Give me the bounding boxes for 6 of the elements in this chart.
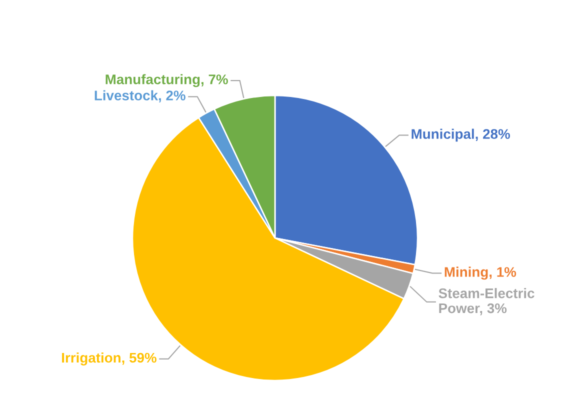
slice-label: Irrigation, 59%	[62, 352, 156, 366]
slice-label: Mining, 1%	[444, 266, 516, 280]
slice-label: Municipal, 28%	[412, 128, 510, 142]
slice-label: Livestock, 2%	[94, 90, 186, 102]
slice-label: Steam-Electric Power, 3%	[438, 288, 534, 316]
slice-label: Manufacturing, 7%	[106, 74, 228, 88]
